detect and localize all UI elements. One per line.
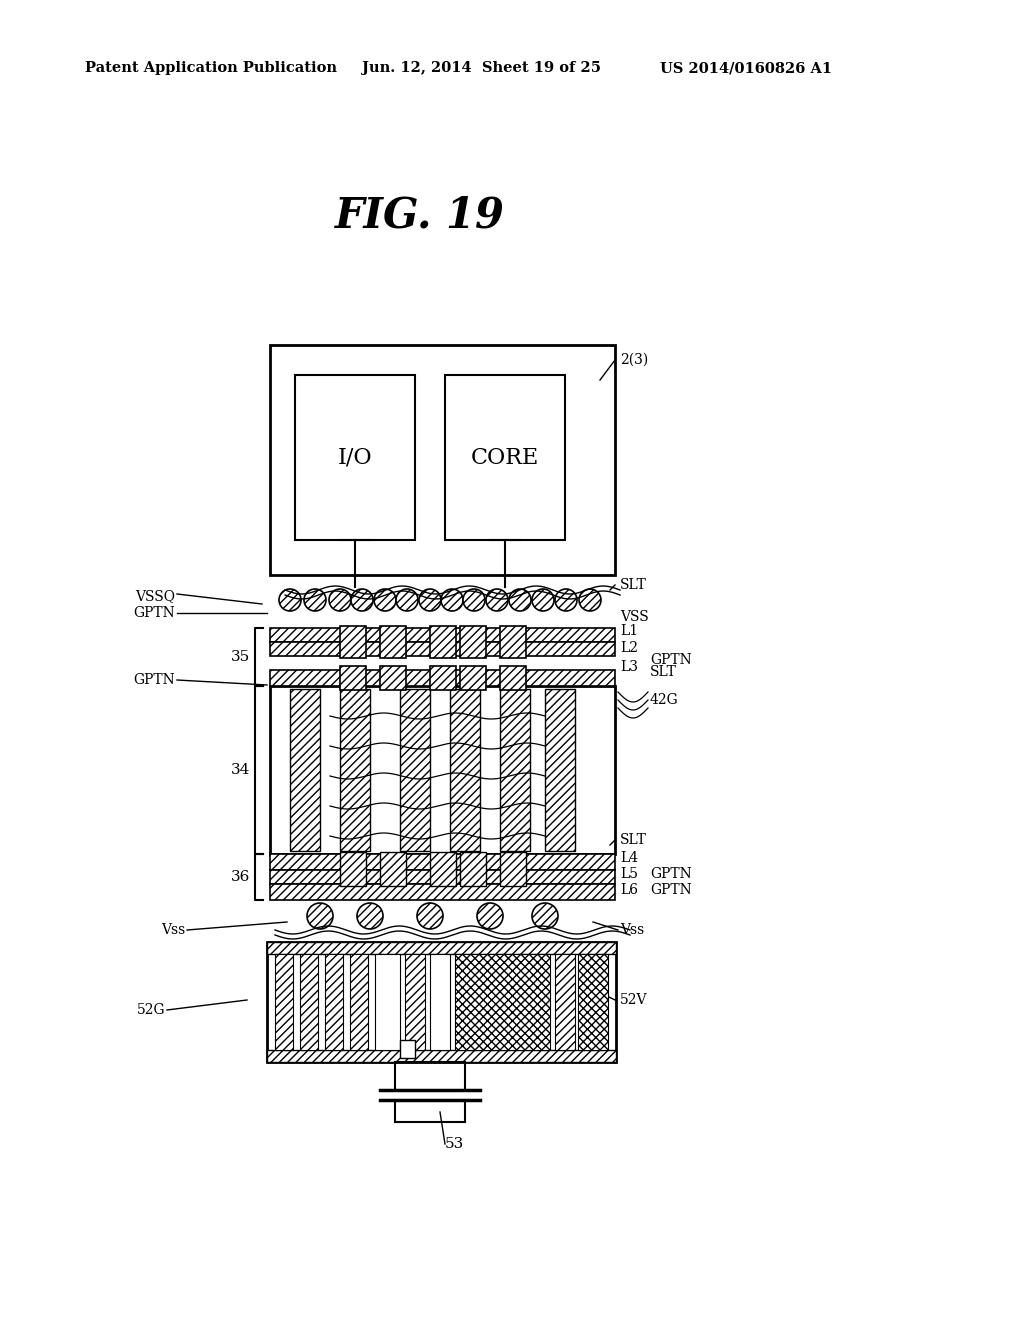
- Bar: [450, 689, 480, 851]
- Bar: [340, 626, 366, 657]
- Circle shape: [441, 589, 463, 611]
- Text: 42G: 42G: [650, 693, 679, 708]
- Bar: [270, 671, 615, 686]
- Bar: [445, 375, 565, 540]
- Text: Vss: Vss: [161, 923, 185, 937]
- Text: 53: 53: [445, 1137, 464, 1151]
- Bar: [267, 942, 616, 954]
- Bar: [500, 689, 530, 851]
- Bar: [430, 851, 456, 886]
- Bar: [500, 851, 526, 886]
- Text: Vss: Vss: [620, 923, 644, 937]
- Circle shape: [307, 903, 333, 929]
- Text: L4: L4: [620, 851, 638, 865]
- Bar: [460, 851, 486, 886]
- Text: GPTN: GPTN: [133, 673, 175, 686]
- Bar: [325, 954, 343, 1049]
- Bar: [545, 689, 575, 851]
- Circle shape: [351, 589, 373, 611]
- Text: 52G: 52G: [136, 1003, 165, 1016]
- Text: SLT: SLT: [620, 578, 647, 591]
- Circle shape: [463, 589, 485, 611]
- Bar: [455, 954, 550, 1049]
- Bar: [295, 375, 415, 540]
- Bar: [290, 689, 319, 851]
- Text: L2: L2: [620, 642, 638, 655]
- Bar: [578, 954, 608, 1049]
- Bar: [430, 667, 456, 690]
- Bar: [270, 345, 615, 576]
- Bar: [340, 851, 366, 886]
- Text: Jun. 12, 2014  Sheet 19 of 25: Jun. 12, 2014 Sheet 19 of 25: [362, 61, 601, 75]
- Circle shape: [419, 589, 441, 611]
- Bar: [460, 667, 486, 690]
- Bar: [270, 870, 615, 884]
- Text: FIG. 19: FIG. 19: [335, 194, 505, 236]
- Bar: [270, 686, 615, 854]
- Bar: [400, 689, 430, 851]
- Text: L6: L6: [620, 883, 638, 898]
- Bar: [430, 626, 456, 657]
- Text: SLT: SLT: [650, 665, 677, 678]
- Bar: [270, 884, 615, 900]
- Bar: [555, 954, 575, 1049]
- Bar: [460, 626, 486, 657]
- Circle shape: [279, 589, 301, 611]
- Bar: [270, 854, 615, 870]
- Bar: [380, 626, 406, 657]
- Text: L5: L5: [620, 867, 638, 880]
- Circle shape: [579, 589, 601, 611]
- Text: 35: 35: [230, 649, 250, 664]
- Text: 2(3): 2(3): [620, 352, 648, 367]
- Text: GPTN: GPTN: [133, 606, 175, 620]
- Text: L1: L1: [620, 624, 638, 638]
- Bar: [340, 689, 370, 851]
- Bar: [300, 954, 318, 1049]
- Bar: [267, 942, 616, 1063]
- Text: GPTN: GPTN: [650, 883, 692, 898]
- Circle shape: [486, 589, 508, 611]
- Bar: [406, 954, 425, 1049]
- Circle shape: [374, 589, 396, 611]
- Circle shape: [304, 589, 326, 611]
- Bar: [500, 626, 526, 657]
- Text: Patent Application Publication: Patent Application Publication: [85, 61, 337, 75]
- Text: 52V: 52V: [620, 993, 647, 1007]
- Circle shape: [477, 903, 503, 929]
- Text: VSSQ: VSSQ: [135, 589, 175, 603]
- Text: US 2014/0160826 A1: US 2014/0160826 A1: [660, 61, 833, 75]
- Bar: [350, 954, 368, 1049]
- Bar: [275, 954, 293, 1049]
- Bar: [270, 642, 615, 656]
- Bar: [380, 667, 406, 690]
- Text: CORE: CORE: [471, 446, 539, 469]
- Text: GPTN: GPTN: [650, 867, 692, 880]
- Text: 36: 36: [230, 870, 250, 884]
- Bar: [267, 1049, 616, 1063]
- Text: GPTN: GPTN: [650, 653, 692, 667]
- Circle shape: [532, 903, 558, 929]
- Text: 34: 34: [230, 763, 250, 777]
- Bar: [500, 667, 526, 690]
- Circle shape: [555, 589, 577, 611]
- Text: L3: L3: [620, 660, 638, 675]
- Circle shape: [532, 589, 554, 611]
- Bar: [375, 954, 400, 1049]
- Text: VSS: VSS: [620, 610, 649, 624]
- Circle shape: [509, 589, 531, 611]
- Bar: [340, 667, 366, 690]
- Text: SLT: SLT: [620, 833, 647, 847]
- Bar: [270, 628, 615, 642]
- Circle shape: [329, 589, 351, 611]
- Circle shape: [357, 903, 383, 929]
- Circle shape: [417, 903, 443, 929]
- Text: I/O: I/O: [338, 446, 373, 469]
- Bar: [380, 851, 406, 886]
- Circle shape: [396, 589, 418, 611]
- Bar: [430, 954, 450, 1049]
- Bar: [400, 1040, 415, 1059]
